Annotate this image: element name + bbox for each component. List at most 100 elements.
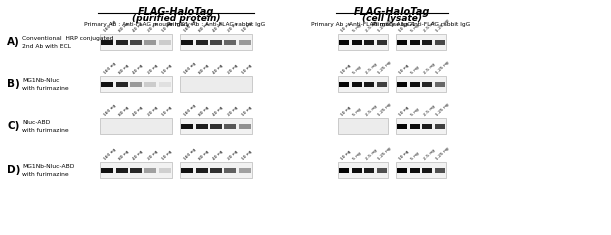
Text: 160 ng: 160 ng [183,147,197,161]
Text: 10 ng: 10 ng [241,105,253,117]
Text: 40 ng: 40 ng [133,105,144,117]
Text: 160 ng: 160 ng [183,103,197,117]
Bar [396,118,446,134]
Text: 40 ng: 40 ng [213,63,224,75]
Bar [396,34,446,50]
Bar [181,39,193,44]
Text: with furimazine: with furimazine [22,86,68,90]
Bar [410,168,420,172]
Text: 1.25 ng: 1.25 ng [378,146,392,161]
Bar [224,124,236,129]
Text: 20 ng: 20 ng [147,63,158,75]
Text: 10 ng: 10 ng [398,63,409,75]
Text: 80 ng: 80 ng [118,63,130,75]
Text: 160 ng: 160 ng [104,147,117,161]
Text: Primary Ab : Anti-FLAG rabbit IgG: Primary Ab : Anti-FLAG rabbit IgG [167,22,265,27]
Text: 40 ng: 40 ng [213,105,224,117]
Bar [377,82,387,86]
Bar [338,118,388,134]
Bar [422,124,433,129]
Bar [100,76,172,92]
Text: 20 ng: 20 ng [227,105,238,117]
Bar [210,168,222,172]
Bar [210,39,222,44]
Bar [180,118,252,134]
Bar [100,162,172,178]
Bar [224,168,236,172]
Bar [397,168,408,172]
Bar [144,168,156,172]
Text: 10 ng: 10 ng [161,21,173,33]
Bar [397,82,408,86]
Text: 1.25 ng: 1.25 ng [378,60,392,75]
Text: 10 ng: 10 ng [241,149,253,161]
Bar [339,168,349,172]
Text: (cell lysate): (cell lysate) [362,14,422,23]
Text: 160 ng: 160 ng [104,20,117,33]
Text: 5 ng: 5 ng [411,23,420,33]
Text: 40 ng: 40 ng [133,149,144,161]
Text: 20 ng: 20 ng [227,63,238,75]
Bar [410,39,420,44]
Bar [377,39,387,44]
Text: 10 ng: 10 ng [398,105,409,117]
Text: 10 ng: 10 ng [340,21,351,33]
Bar [101,82,113,86]
Text: Nluc-ABD: Nluc-ABD [22,120,50,125]
Bar [339,82,349,86]
Bar [115,168,128,172]
Text: (purified protein): (purified protein) [132,14,220,23]
Bar [396,162,446,178]
Bar [196,168,208,172]
Bar [396,76,446,92]
Bar [144,82,156,86]
Text: with furimazine: with furimazine [22,128,68,133]
Text: with furimazine: with furimazine [22,172,68,176]
Bar [239,124,251,129]
Text: 160 ng: 160 ng [104,103,117,117]
Text: 10 ng: 10 ng [340,105,351,117]
Bar [352,82,362,86]
Text: 5 ng: 5 ng [353,23,362,33]
Text: 10 ng: 10 ng [398,149,409,161]
Text: 5 ng: 5 ng [411,107,420,117]
Text: 1.25 ng: 1.25 ng [436,102,450,117]
Bar [364,82,375,86]
Text: 20 ng: 20 ng [227,21,238,33]
Text: 5 ng: 5 ng [411,65,420,75]
Bar [397,39,408,44]
Text: 20 ng: 20 ng [147,21,158,33]
Text: 40 ng: 40 ng [213,21,224,33]
Text: 5 ng: 5 ng [411,151,420,161]
Text: 1.25 ng: 1.25 ng [378,18,392,33]
Bar [180,34,252,50]
Text: 2.5 ng: 2.5 ng [365,20,378,33]
Bar [196,124,208,129]
Text: 80 ng: 80 ng [118,149,130,161]
Bar [196,39,208,44]
Bar [224,39,236,44]
Text: 2nd Ab with ECL: 2nd Ab with ECL [22,43,71,48]
Text: 40 ng: 40 ng [133,63,144,75]
Bar [397,124,408,129]
Text: 80 ng: 80 ng [118,21,130,33]
Bar [239,168,251,172]
Bar [422,39,433,44]
Bar [422,168,433,172]
Bar [434,82,445,86]
Bar [100,34,172,50]
Bar [338,162,388,178]
Text: C): C) [7,121,20,131]
Bar [422,82,433,86]
Bar [181,168,193,172]
Text: 40 ng: 40 ng [213,149,224,161]
Text: 80 ng: 80 ng [198,105,210,117]
Bar [434,124,445,129]
Text: 10 ng: 10 ng [241,21,253,33]
Text: 80 ng: 80 ng [198,149,210,161]
Text: FLAG-HaloTag: FLAG-HaloTag [354,7,430,17]
Text: 10 ng: 10 ng [241,63,253,75]
Text: 10 ng: 10 ng [161,105,173,117]
Text: 5 ng: 5 ng [353,151,362,161]
Bar [338,76,388,92]
